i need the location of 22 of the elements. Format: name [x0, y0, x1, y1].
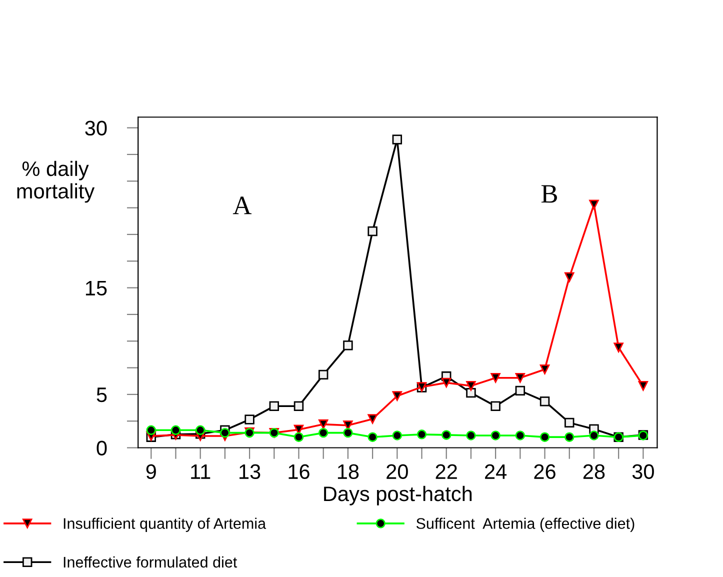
- x-tick-label: 30: [632, 464, 654, 480]
- x-tick-label: 18: [338, 464, 359, 480]
- legend-label: Insufficient quantity of Artemia: [64, 518, 266, 532]
- x-tick-label: 13: [240, 464, 260, 480]
- x-tick-label: 20: [386, 464, 408, 480]
- y-tick-label: 30: [85, 120, 107, 136]
- x-tick-label: 28: [583, 464, 605, 480]
- x-tick-label: 22: [436, 464, 457, 479]
- annotation: A: [232, 196, 252, 214]
- x-tick-label: 16: [288, 464, 310, 480]
- y-tick-label: 5: [96, 388, 107, 402]
- y-tick-label: 0: [96, 440, 107, 456]
- y-tick-label: 15: [86, 280, 107, 296]
- x-tick-label: 24: [485, 464, 507, 479]
- x-tick-label: 11: [191, 464, 210, 479]
- x-axis-title: Days post-hatch: [324, 486, 472, 506]
- x-tick-label: 26: [534, 464, 556, 480]
- legend-label: Ineffective formulated diet: [64, 556, 238, 568]
- legend-label: Sufficent Artemia (effective diet): [416, 518, 634, 532]
- y-axis-title: % daily mortality: [17, 160, 95, 203]
- annotation: B: [541, 185, 557, 203]
- x-tick-label: 9: [146, 464, 156, 480]
